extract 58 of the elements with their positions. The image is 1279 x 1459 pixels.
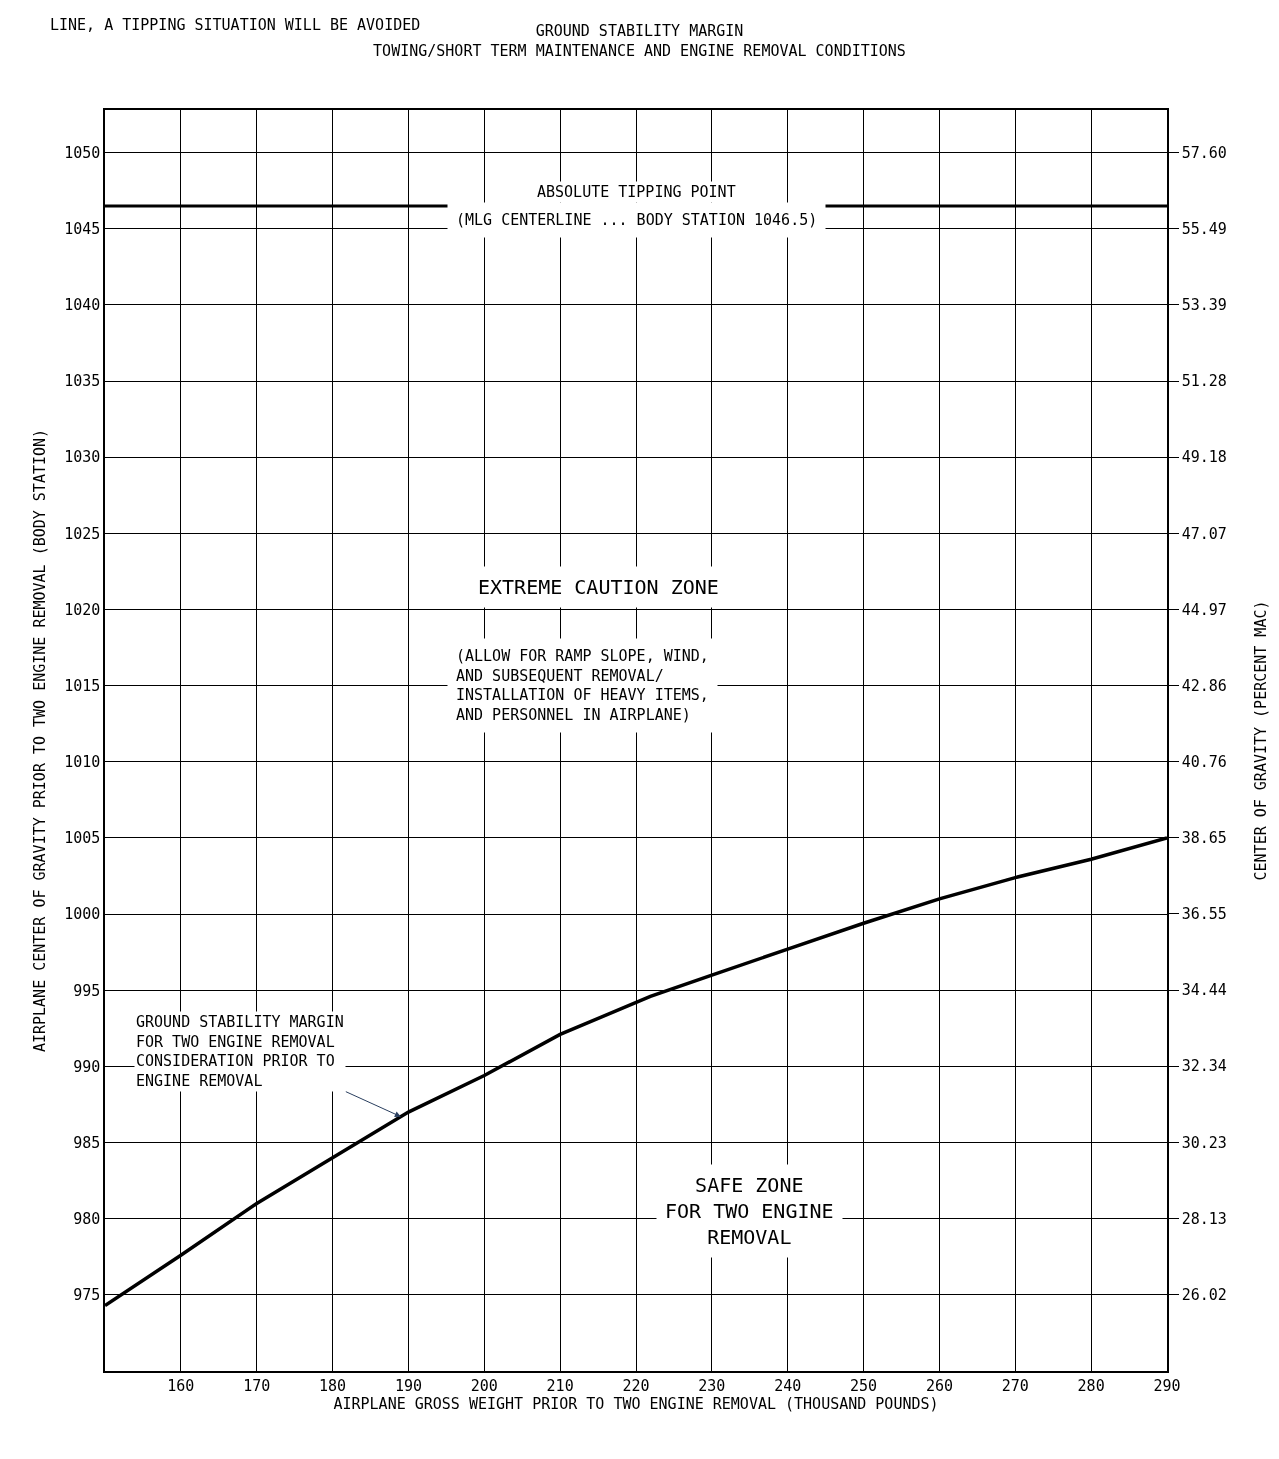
annotation: GROUND STABILITY MARGIN FOR TWO ENGINE REMOVAL CONSIDERATION PRIOR TO ENGINE REMOVAL <box>136 1013 344 1090</box>
y-tick-label: 1040 <box>64 296 101 315</box>
y2-tick-label: 32.34 <box>1181 1057 1227 1076</box>
text: LINE, A TIPPING SITUATION WILL BE AVOIDED <box>50 16 421 34</box>
x-tick-label: 270 <box>1001 1376 1029 1395</box>
y-tick-label: 990 <box>73 1057 101 1076</box>
y-axis-title: AIRPLANE CENTER OF GRAVITY PRIOR TO TWO ENGINE REMOVAL (BODY STATION) <box>30 428 49 1053</box>
chart-subtitle: TOWING/SHORT TERM MAINTENANCE AND ENGINE REMOVAL CONDITIONS <box>373 41 906 60</box>
x-tick-label: 290 <box>1153 1376 1181 1395</box>
annotation: (ALLOW FOR RAMP SLOPE, WIND, AND SUBSEQUENT REMOVAL/ INSTALLATION OF HEAVY ITEMS, AND PERSONNEL IN AIRPLANE) <box>456 647 709 724</box>
y2-tick-label: 26.02 <box>1181 1285 1227 1304</box>
y2-tick-label: 44.97 <box>1181 600 1227 619</box>
x-tick-label: 190 <box>394 1376 422 1395</box>
y2-tick-label: 47.07 <box>1181 524 1227 543</box>
annotation: EXTREME CAUTION ZONE <box>478 575 719 599</box>
y-tick-label: 1025 <box>64 524 101 543</box>
y-tick-label: 1020 <box>64 600 101 619</box>
x-tick-label: 280 <box>1077 1376 1105 1395</box>
y-tick-label: 980 <box>73 1209 101 1228</box>
x-tick-label: 230 <box>698 1376 726 1395</box>
x-tick-label: 160 <box>167 1376 195 1395</box>
x-tick-label: 170 <box>243 1376 271 1395</box>
y-tick-label: 1005 <box>64 829 101 848</box>
x-axis-title: AIRPLANE GROSS WEIGHT PRIOR TO TWO ENGINE REMOVAL (THOUSAND POUNDS) <box>333 1394 939 1413</box>
y-tick-label: 1035 <box>64 372 101 391</box>
y2-tick-label: 38.65 <box>1181 829 1227 848</box>
y2-tick-label: 49.18 <box>1181 448 1227 467</box>
ref-line-label: ABSOLUTE TIPPING POINT <box>537 183 736 201</box>
x-tick-label: 180 <box>319 1376 347 1395</box>
y2-tick-label: 51.28 <box>1181 372 1227 391</box>
y2-tick-label: 34.44 <box>1181 981 1227 1000</box>
y2-tick-label: 36.55 <box>1181 905 1227 924</box>
y2-tick-label: 55.49 <box>1181 220 1227 239</box>
y-tick-label: 1010 <box>64 753 101 772</box>
y2-tick-label: 40.76 <box>1181 752 1227 771</box>
x-tick-label: 240 <box>774 1376 802 1395</box>
x-tick-label: 260 <box>925 1376 953 1395</box>
y-tick-label: 1015 <box>64 676 101 695</box>
y-tick-label: 995 <box>73 981 101 1000</box>
chart-title: GROUND STABILITY MARGIN <box>535 22 744 41</box>
y-tick-label: 1045 <box>64 220 101 239</box>
x-tick-label: 200 <box>470 1376 498 1395</box>
x-tick-label: 210 <box>546 1376 574 1395</box>
x-tick-label: 250 <box>850 1376 878 1395</box>
annotation: (MLG CENTERLINE ... BODY STATION 1046.5) <box>456 211 818 229</box>
annotation: SAFE ZONE FOR TWO ENGINE REMOVAL <box>665 1173 834 1249</box>
y2-tick-label: 30.23 <box>1181 1133 1227 1152</box>
y2-axis-title: CENTER OF GRAVITY (PERCENT MAC) <box>1252 600 1271 881</box>
y2-tick-label: 57.60 <box>1181 143 1227 162</box>
y-tick-label: 975 <box>73 1286 101 1305</box>
y2-tick-label: 28.13 <box>1181 1209 1227 1228</box>
y-tick-label: 1030 <box>64 448 101 467</box>
y2-tick-label: 53.39 <box>1181 296 1227 315</box>
x-tick-label: 220 <box>622 1376 650 1395</box>
y-tick-label: 1050 <box>64 143 101 162</box>
y-tick-label: 985 <box>73 1133 101 1152</box>
y-tick-label: 1000 <box>64 905 101 924</box>
y2-tick-label: 42.86 <box>1181 676 1227 695</box>
